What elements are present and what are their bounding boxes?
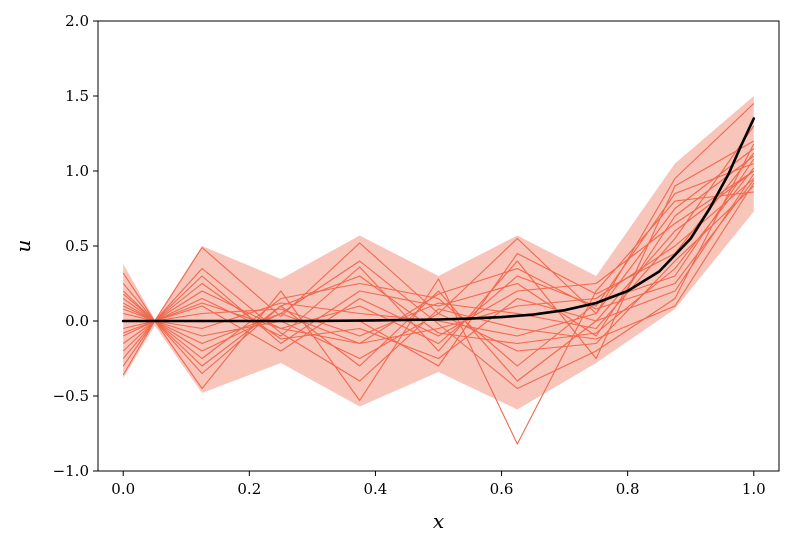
y-tick-label: −1.0: [53, 462, 89, 480]
y-tick-label: 2.0: [65, 12, 89, 30]
y-tick-label: 0.5: [65, 237, 89, 255]
y-tick-label: 1.5: [65, 87, 89, 105]
x-axis-ticks: 0.0 0.2 0.4 0.6 0.8 1.0: [111, 471, 766, 498]
sample-series-line-14: [122, 182, 755, 382]
x-tick-label: 0.2: [237, 480, 261, 498]
x-tick-label: 0.6: [490, 480, 514, 498]
y-axis-ticks: −1.0 −0.5 0.0 0.5 1.0 1.5 2.0: [53, 12, 98, 480]
sample-series-line-2: [122, 191, 754, 445]
sample-series-line-5: [122, 155, 755, 345]
x-tick-label: 1.0: [742, 480, 766, 498]
sample-series-line-10: [123, 170, 755, 352]
y-tick-label: 0.0: [65, 312, 89, 330]
confidence-band-layer: [123, 96, 754, 410]
sample-series-line-7: [123, 162, 754, 345]
reference-curve: [121, 117, 756, 323]
sample-series-line-13: [123, 158, 755, 367]
y-tick-label: −0.5: [53, 387, 89, 405]
reference-curve-layer: [121, 117, 756, 323]
plot-area: [121, 96, 756, 445]
sample-series-line-18: [122, 143, 755, 390]
sample-series-line-16: [123, 167, 755, 375]
x-tick-label: 0.8: [616, 480, 640, 498]
x-axis-label: x: [433, 509, 444, 533]
sample-series-line-8: [122, 185, 755, 360]
sample-series-line-17: [123, 179, 755, 345]
confidence-band: [123, 96, 754, 410]
x-tick-label: 0.0: [111, 480, 135, 498]
y-tick-label: 1.0: [65, 162, 89, 180]
y-axis-label: u: [11, 240, 35, 253]
sample-series-layer: [122, 103, 755, 445]
x-tick-label: 0.4: [364, 480, 388, 498]
